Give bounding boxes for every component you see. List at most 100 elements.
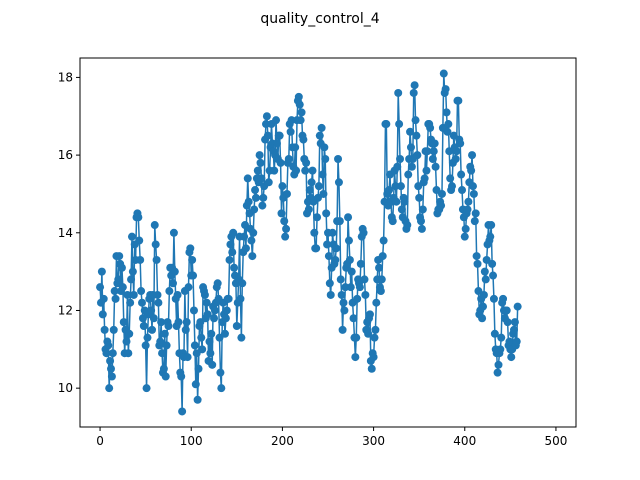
data-point bbox=[117, 263, 126, 272]
data-point bbox=[334, 178, 343, 187]
data-point bbox=[328, 228, 337, 237]
data-point bbox=[156, 337, 165, 346]
data-point bbox=[423, 147, 432, 156]
data-point bbox=[305, 186, 314, 195]
data-point bbox=[470, 217, 479, 226]
data-point bbox=[106, 356, 115, 365]
data-point bbox=[324, 252, 333, 261]
data-point bbox=[217, 384, 226, 393]
data-point bbox=[352, 333, 361, 342]
data-point bbox=[169, 228, 178, 237]
data-point bbox=[412, 131, 421, 140]
data-point bbox=[505, 337, 514, 346]
data-point bbox=[503, 318, 512, 327]
data-point bbox=[248, 252, 257, 261]
data-point bbox=[164, 322, 173, 331]
data-point bbox=[251, 193, 260, 202]
data-point bbox=[479, 302, 487, 311]
y-tick-label: 12 bbox=[58, 303, 73, 317]
data-point bbox=[489, 294, 498, 303]
data-point bbox=[241, 244, 250, 253]
data-point bbox=[396, 182, 405, 191]
data-point bbox=[134, 213, 143, 222]
data-point bbox=[457, 170, 466, 179]
data-point bbox=[494, 360, 503, 369]
data-point bbox=[364, 329, 373, 338]
data-point bbox=[161, 372, 170, 381]
data-point bbox=[468, 182, 477, 191]
data-point bbox=[247, 236, 256, 245]
data-point bbox=[102, 349, 111, 358]
data-point bbox=[147, 306, 156, 315]
data-point bbox=[244, 197, 253, 206]
data-point bbox=[206, 349, 215, 358]
data-point bbox=[385, 186, 394, 195]
data-point bbox=[302, 158, 311, 167]
data-point bbox=[430, 139, 439, 148]
data-point bbox=[310, 228, 319, 237]
x-tick-label: 300 bbox=[362, 434, 385, 448]
data-point bbox=[253, 166, 262, 175]
data-point bbox=[138, 298, 146, 307]
data-point bbox=[186, 244, 195, 253]
data-point bbox=[413, 151, 422, 160]
data-point bbox=[308, 166, 317, 175]
data-point bbox=[237, 333, 246, 342]
data-point bbox=[181, 325, 190, 334]
data-point bbox=[263, 131, 272, 140]
data-point bbox=[170, 267, 179, 276]
data-point bbox=[486, 232, 495, 241]
data-point bbox=[189, 271, 198, 280]
data-point bbox=[208, 360, 217, 369]
x-tick-label: 500 bbox=[544, 434, 567, 448]
data-point bbox=[281, 232, 290, 241]
data-point bbox=[210, 306, 219, 315]
x-tick-label: 200 bbox=[271, 434, 294, 448]
data-point bbox=[194, 364, 203, 373]
data-point bbox=[415, 193, 424, 202]
data-point bbox=[190, 341, 199, 350]
data-point bbox=[272, 116, 281, 125]
series-markers bbox=[96, 69, 522, 416]
data-point bbox=[276, 158, 285, 167]
data-point bbox=[118, 283, 127, 292]
data-point bbox=[478, 314, 487, 323]
data-point bbox=[286, 127, 295, 136]
data-point bbox=[397, 205, 406, 214]
data-point bbox=[99, 294, 108, 303]
data-point bbox=[213, 279, 222, 288]
data-point bbox=[216, 368, 225, 377]
data-point bbox=[139, 322, 148, 331]
data-point bbox=[107, 372, 116, 381]
data-point bbox=[488, 259, 497, 268]
data-point bbox=[313, 213, 322, 222]
data-point bbox=[98, 310, 107, 319]
data-point bbox=[320, 143, 329, 152]
data-point bbox=[151, 240, 160, 249]
data-point bbox=[255, 151, 264, 160]
data-point bbox=[258, 201, 267, 210]
y-tick-label: 18 bbox=[58, 70, 73, 84]
data-point bbox=[127, 232, 136, 241]
data-point bbox=[463, 205, 472, 214]
data-point bbox=[100, 325, 109, 334]
data-point bbox=[162, 341, 171, 350]
data-point bbox=[382, 120, 391, 129]
data-point bbox=[183, 353, 192, 362]
data-point bbox=[126, 298, 135, 307]
data-point bbox=[111, 294, 120, 303]
data-point bbox=[375, 263, 384, 272]
data-point bbox=[304, 205, 313, 214]
data-point bbox=[178, 407, 187, 416]
data-point bbox=[451, 154, 460, 163]
data-point bbox=[277, 209, 286, 218]
data-point bbox=[502, 306, 511, 315]
data-point bbox=[460, 232, 469, 241]
axes-frame bbox=[79, 57, 577, 428]
data-point bbox=[400, 197, 409, 206]
data-point bbox=[409, 88, 418, 97]
data-point bbox=[507, 353, 516, 362]
data-point bbox=[295, 100, 304, 109]
data-point bbox=[499, 294, 508, 303]
